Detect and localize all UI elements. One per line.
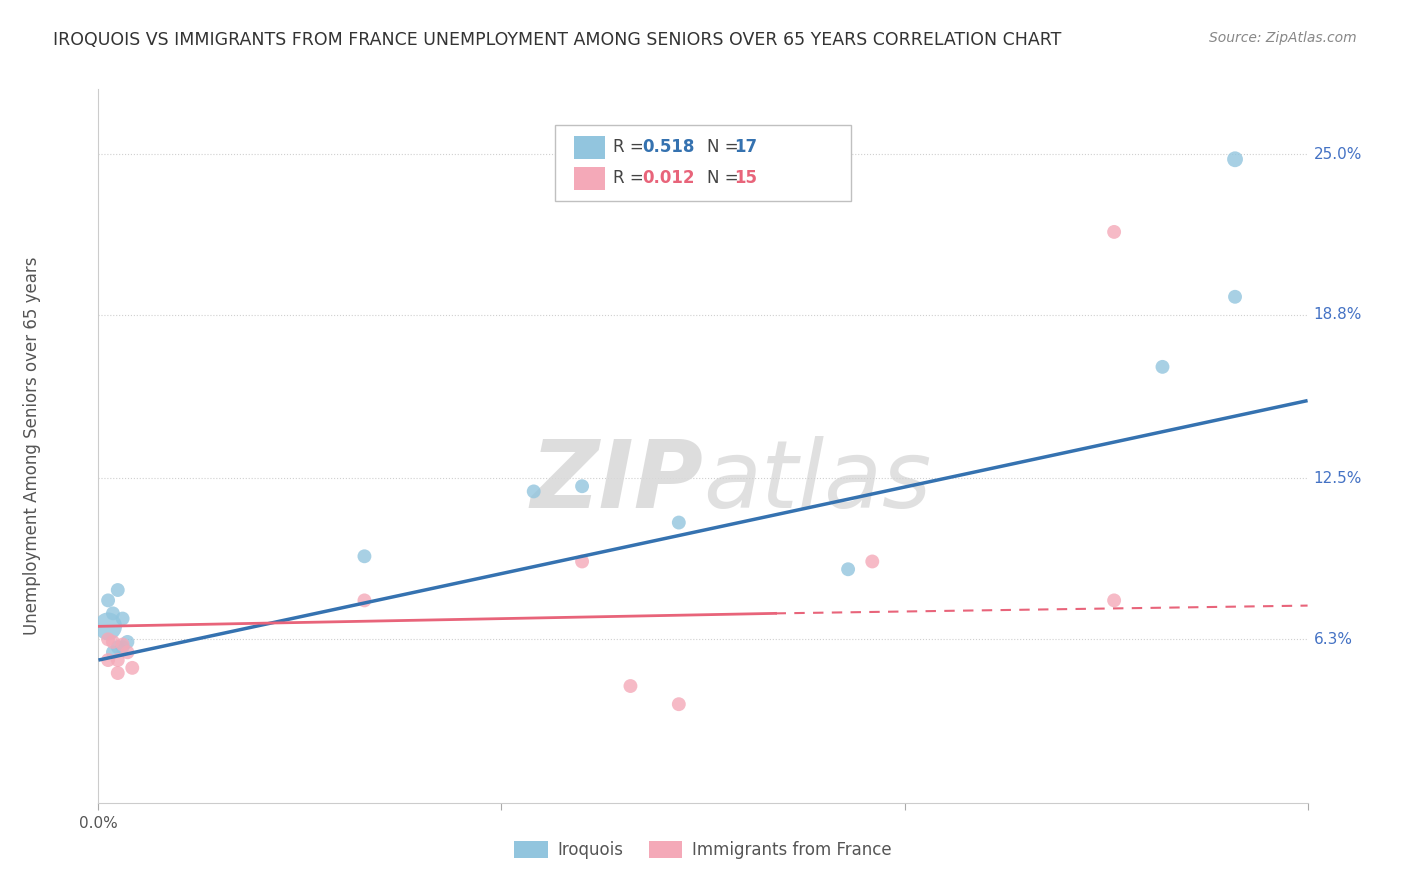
Text: 0.518: 0.518 bbox=[643, 138, 695, 156]
Point bbox=[1152, 359, 1174, 374]
Point bbox=[107, 653, 129, 667]
Point bbox=[101, 607, 124, 621]
Point bbox=[668, 697, 690, 711]
Text: R =: R = bbox=[613, 169, 650, 187]
Text: Source: ZipAtlas.com: Source: ZipAtlas.com bbox=[1209, 31, 1357, 45]
Text: 0.0%: 0.0% bbox=[79, 815, 118, 830]
Legend: Iroquois, Immigrants from France: Iroquois, Immigrants from France bbox=[508, 834, 898, 866]
Point bbox=[97, 653, 120, 667]
Text: 15: 15 bbox=[734, 169, 756, 187]
Text: 6.3%: 6.3% bbox=[1313, 632, 1353, 647]
Point bbox=[107, 640, 129, 654]
Point bbox=[353, 549, 375, 564]
Point bbox=[97, 619, 120, 633]
Text: 18.8%: 18.8% bbox=[1313, 308, 1362, 322]
Point bbox=[668, 516, 690, 530]
Point bbox=[111, 611, 134, 625]
Text: 17: 17 bbox=[734, 138, 756, 156]
Text: R =: R = bbox=[613, 138, 650, 156]
Text: 0.012: 0.012 bbox=[643, 169, 695, 187]
Text: N =: N = bbox=[707, 138, 744, 156]
Point bbox=[860, 554, 883, 568]
Text: 25.0%: 25.0% bbox=[1313, 146, 1362, 161]
Point bbox=[523, 484, 546, 499]
Point bbox=[97, 632, 120, 647]
Point bbox=[117, 635, 139, 649]
Text: atlas: atlas bbox=[703, 436, 931, 527]
Point bbox=[111, 638, 134, 652]
Text: N =: N = bbox=[707, 169, 744, 187]
Point bbox=[101, 645, 124, 659]
Text: 12.5%: 12.5% bbox=[1313, 471, 1362, 486]
Text: IROQUOIS VS IMMIGRANTS FROM FRANCE UNEMPLOYMENT AMONG SENIORS OVER 65 YEARS CORR: IROQUOIS VS IMMIGRANTS FROM FRANCE UNEMP… bbox=[53, 31, 1062, 49]
Point bbox=[1223, 153, 1246, 167]
Point bbox=[1102, 593, 1125, 607]
Point bbox=[571, 479, 593, 493]
Point bbox=[97, 593, 120, 607]
Point bbox=[353, 593, 375, 607]
Point bbox=[121, 661, 143, 675]
Point bbox=[111, 640, 134, 654]
Point bbox=[837, 562, 859, 576]
Point bbox=[619, 679, 641, 693]
Point bbox=[101, 635, 124, 649]
Point bbox=[107, 666, 129, 681]
Text: ZIP: ZIP bbox=[530, 435, 703, 528]
Point bbox=[117, 645, 139, 659]
Text: Unemployment Among Seniors over 65 years: Unemployment Among Seniors over 65 years bbox=[22, 257, 41, 635]
Point bbox=[1102, 225, 1125, 239]
Point bbox=[1223, 290, 1246, 304]
Point bbox=[107, 582, 129, 597]
Point bbox=[571, 554, 593, 568]
